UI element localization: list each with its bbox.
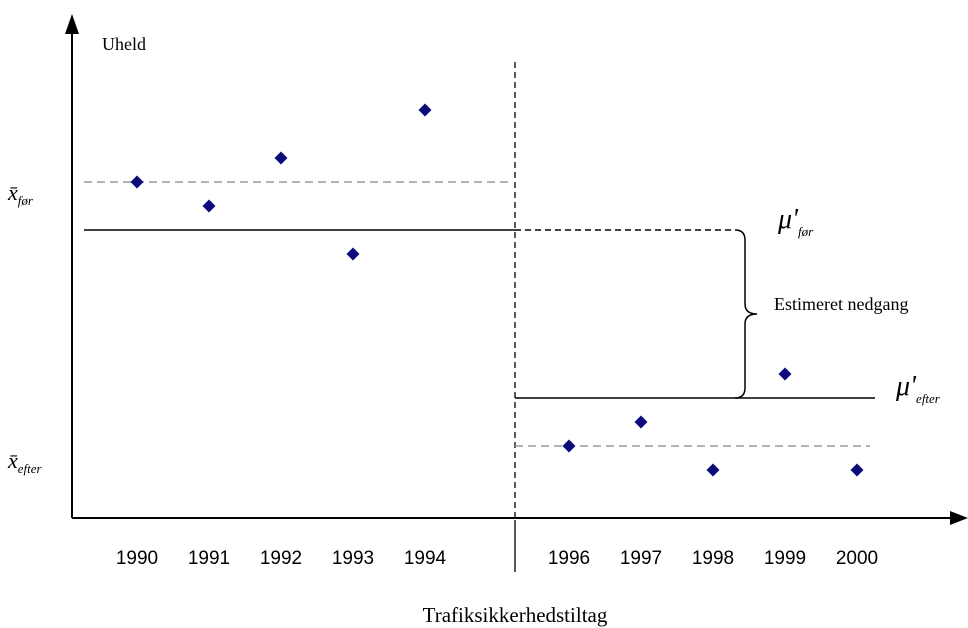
x-tick-label-1996: 1996 [548,548,590,569]
mu-foer-symbol: μ' [777,204,799,235]
x-tick-label-1994: 1994 [404,548,447,569]
mu-foer-label: μ'før [777,204,814,239]
x-tick-label-1991: 1991 [188,548,230,569]
data-point-1996 [562,439,576,453]
mu-foer-subscript: før [798,224,814,239]
mu-efter-subscript: efter [916,391,941,406]
axes: 1990 1991 1992 1993 1994 1996 1997 1998 1999 2000 [65,14,968,569]
xbar-foer-subscript: før [18,193,34,208]
mu-efter-label: μ'efter [895,371,941,406]
x-tick-label-1992: 1992 [260,548,302,569]
xbar-efter-label: x̄efter [7,448,43,476]
data-point-1994 [418,103,432,117]
data-point-1999 [778,367,792,381]
xbar-foer-label: x̄før [7,180,34,208]
data-point-2000 [850,463,864,477]
mu-efter-symbol: μ' [895,371,917,402]
data-point-1998 [706,463,720,477]
data-point-1991 [202,199,216,213]
data-point-1992 [274,151,288,165]
svg-text:μ'efter: μ'efter [895,371,941,406]
x-axis-arrow [950,511,968,525]
data-point-1990 [130,175,144,189]
svg-text:x̄efter: x̄efter [7,448,43,476]
x-tick-label-1999: 1999 [764,548,806,569]
x-ticks: 1990 1991 1992 1993 1994 1996 1997 1998 1999 2000 [116,548,878,569]
reduction-brace [734,229,758,399]
xbar-efter-symbol: x̄ [7,448,18,473]
x-tick-label-1997: 1997 [620,548,662,569]
data-point-1993 [346,247,360,261]
x-tick-label-1990: 1990 [116,548,158,569]
x-tick-label-1998: 1998 [692,548,734,569]
x-tick-label-2000: 2000 [836,548,878,569]
data-points [130,103,864,477]
xbar-efter-subscript: efter [18,461,43,476]
svg-text:x̄før: x̄før [7,180,34,208]
y-axis-arrow [65,14,79,34]
y-axis-label: Uheld [102,34,146,54]
svg-text:μ'før: μ'før [777,204,814,239]
x-axis-label: Trafiksikkerhedstiltag [423,603,608,627]
reduction-annotation: Estimeret nedgang [774,294,908,314]
x-tick-label-1993: 1993 [332,548,374,569]
data-point-1997 [634,415,648,429]
xbar-foer-symbol: x̄ [7,180,18,205]
